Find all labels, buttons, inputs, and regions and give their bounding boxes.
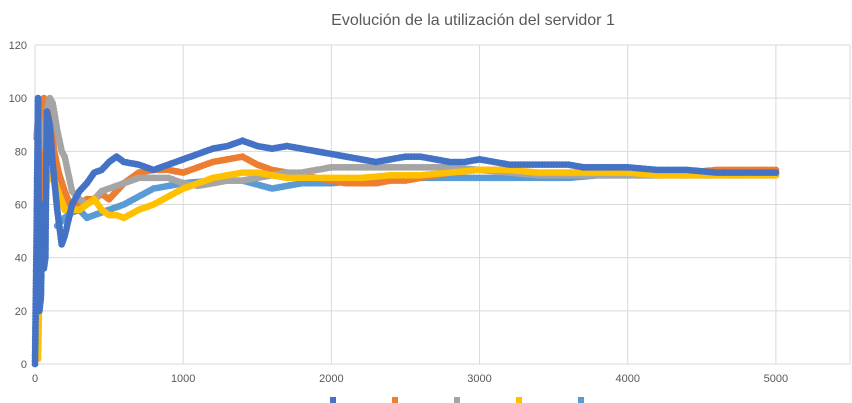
y-tick-label: 100 (9, 93, 27, 105)
x-tick-label: 1000 (171, 373, 195, 385)
y-tick-label: 120 (9, 40, 27, 52)
y-tick-label: 20 (15, 306, 27, 318)
legend-swatch (578, 397, 584, 403)
x-tick-label: 0 (32, 373, 38, 385)
y-tick-label: 0 (21, 359, 27, 371)
x-tick-label: 4000 (615, 373, 639, 385)
series-group (31, 94, 780, 368)
x-tick-label: 3000 (467, 373, 491, 385)
legend-swatch (330, 397, 336, 403)
legend-swatch (454, 397, 460, 403)
legend-swatch (516, 397, 522, 403)
legend-layer (330, 397, 584, 403)
grid-layer (34, 44, 851, 365)
ticks-layer: 0 20 40 60 80 100 120 0 1000 2000 3000 4000 5000 (9, 40, 789, 385)
series-group (34, 94, 780, 275)
chart-title: Evolución de la utilización del servidor… (331, 12, 615, 29)
y-tick-label: 40 (15, 253, 27, 265)
data-point (772, 169, 780, 177)
x-tick-label: 2000 (319, 373, 343, 385)
y-tick-label: 80 (15, 146, 27, 158)
y-tick-label: 60 (15, 200, 27, 212)
legend-swatch (392, 397, 398, 403)
points-layer (31, 94, 780, 368)
x-tick-label: 5000 (764, 373, 788, 385)
